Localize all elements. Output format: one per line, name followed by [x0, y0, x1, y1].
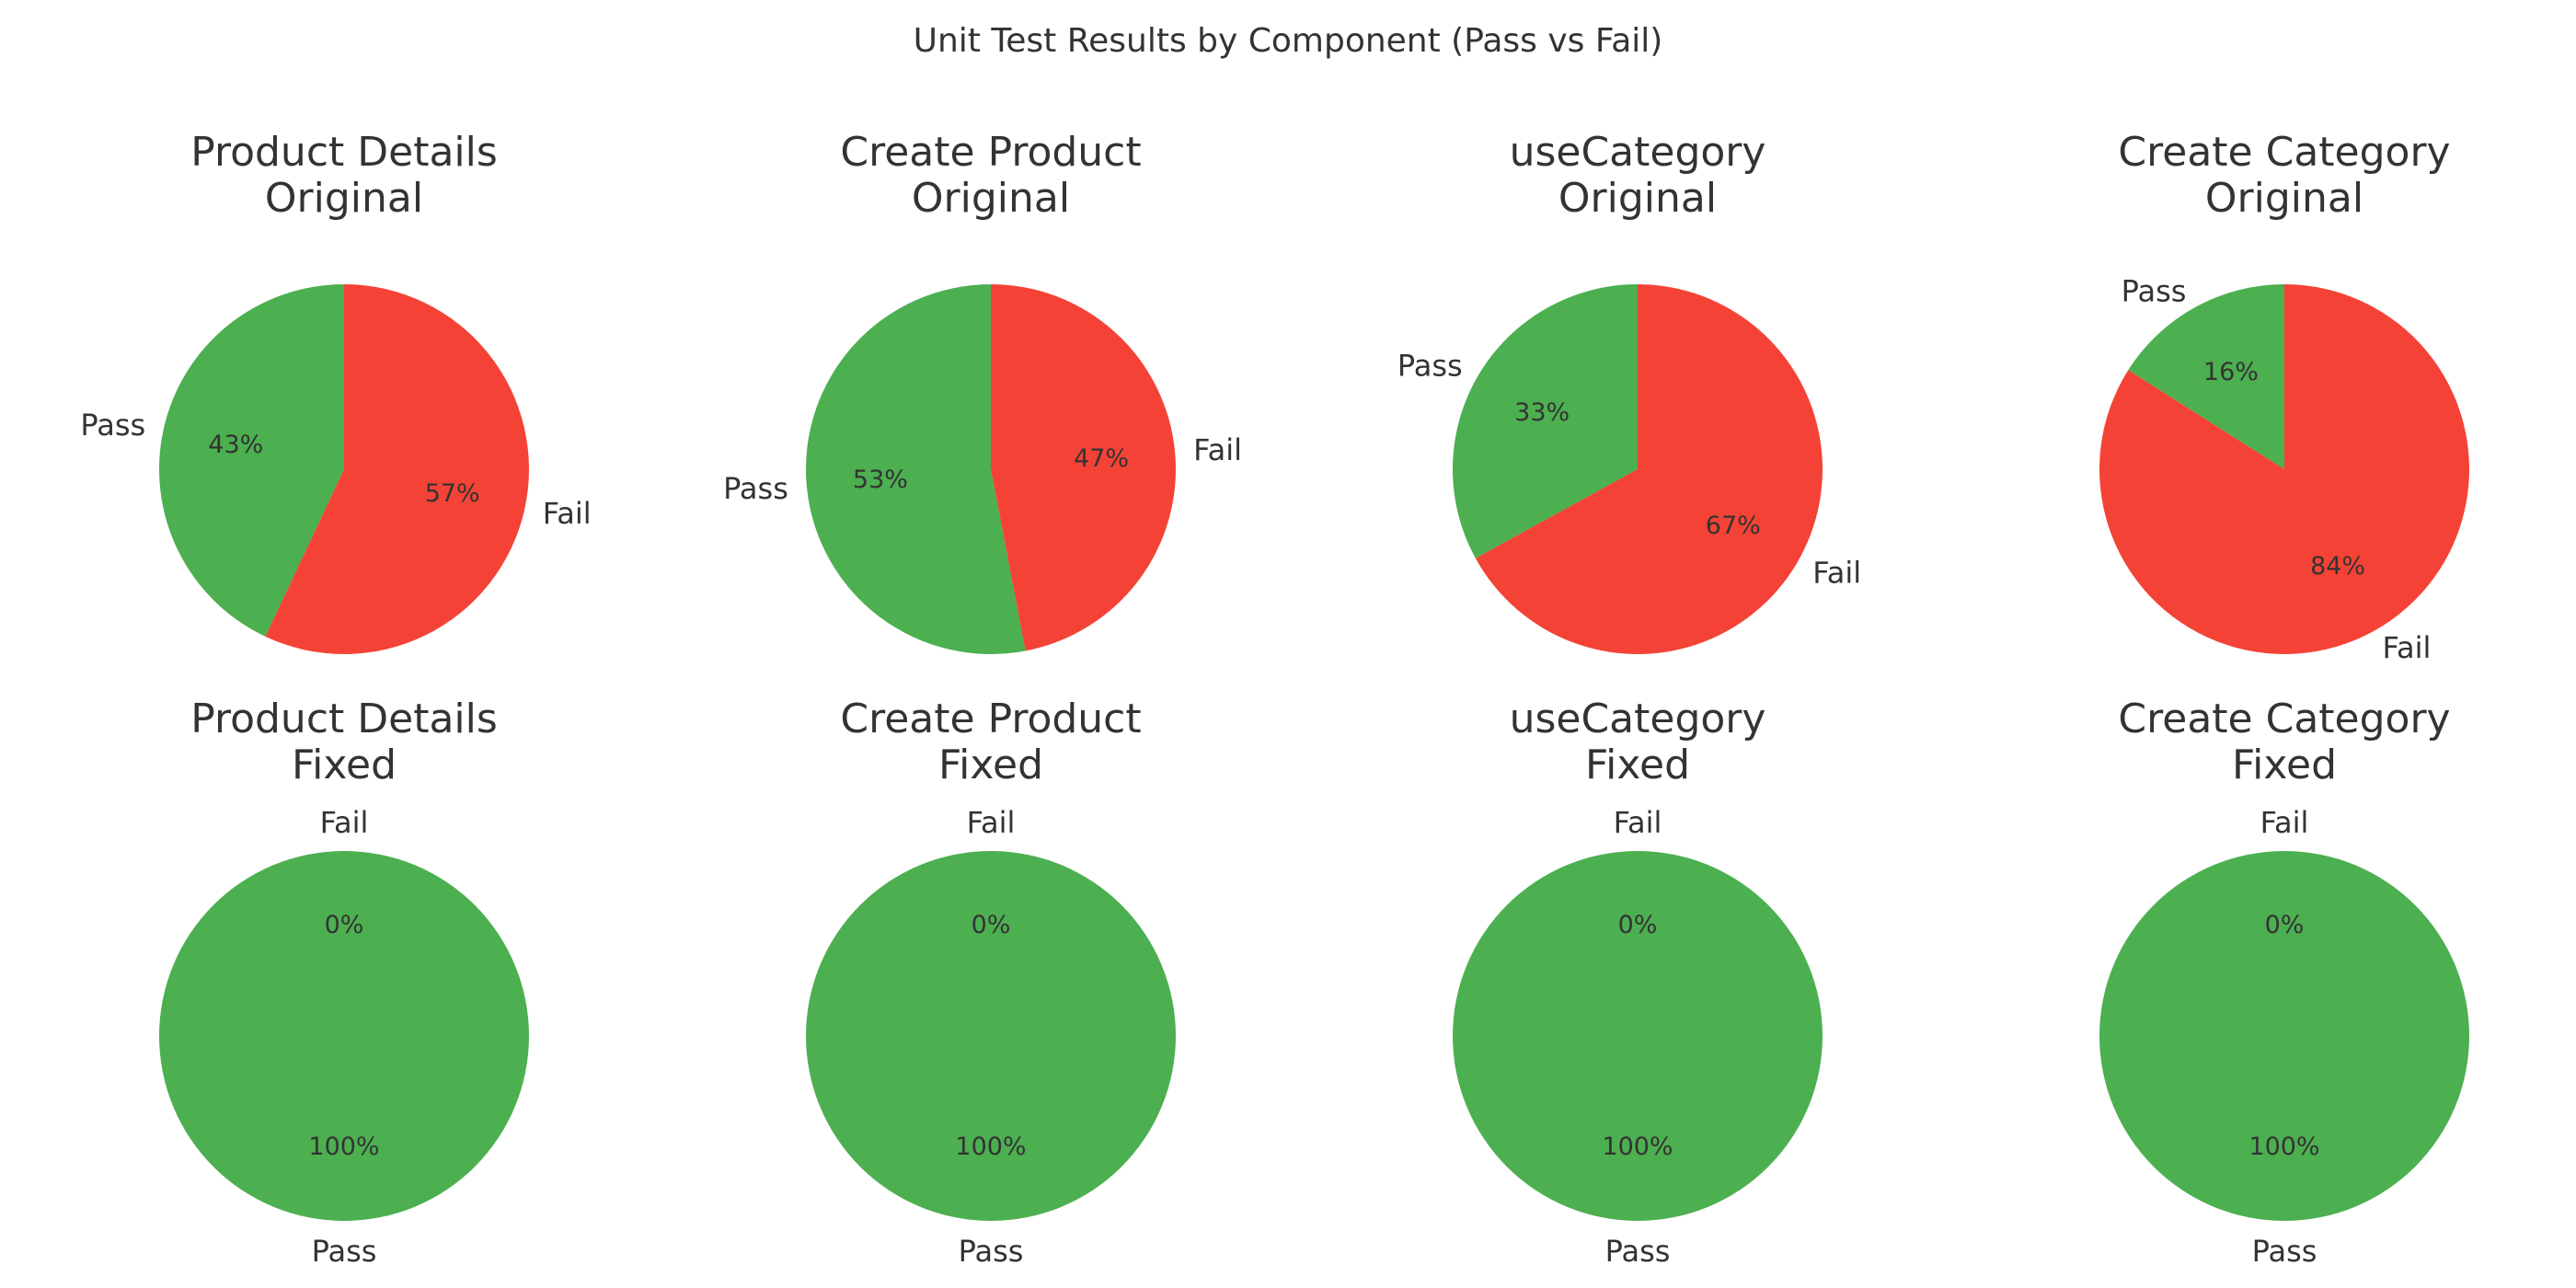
pie-title-create-category-fixed-line2: Fixed: [2232, 742, 2337, 788]
pie-slice-create-product-original-pass: [805, 284, 1026, 654]
slice-label-product-details-fixed-pass: Pass: [312, 1234, 377, 1269]
pie-title-product-details-fixed-line1: Product Details: [190, 696, 498, 742]
pie-slice-create-product-fixed-pass: [806, 851, 1176, 1221]
pct-label-create-product-fixed-fail: 0%: [972, 911, 1011, 939]
slice-label-product-details-original-pass: Pass: [80, 408, 145, 443]
pct-label-usecategory-fixed-fail: 0%: [1618, 911, 1658, 939]
pie-title-create-product-original-line1: Create Product: [840, 129, 1141, 176]
pie-title-create-product-fixed-line2: Fixed: [938, 742, 1043, 788]
pie-title-create-category-fixed-line1: Create Category: [2118, 696, 2450, 742]
pct-label-create-category-original-fail: 84%: [2310, 552, 2365, 581]
pct-label-create-product-original-pass: 53%: [853, 466, 908, 494]
slice-label-usecategory-original-fail: Fail: [1812, 556, 1861, 591]
pie-title-product-details-fixed-line2: Fixed: [292, 742, 397, 788]
pie-title-usecategory-original-line2: Original: [1558, 175, 1717, 222]
slice-label-create-product-original-fail: Fail: [1193, 432, 1242, 467]
pie-title-product-details-original-line1: Product Details: [190, 129, 498, 176]
pct-label-usecategory-fixed-pass: 100%: [1602, 1133, 1673, 1161]
slice-label-create-category-fixed-pass: Pass: [2252, 1234, 2317, 1269]
slice-label-create-category-fixed-fail: Fail: [2260, 805, 2309, 840]
pct-label-usecategory-original-pass: 33%: [1514, 398, 1570, 427]
slice-label-usecategory-original-pass: Pass: [1397, 348, 1463, 383]
pct-label-create-category-fixed-fail: 0%: [2265, 911, 2305, 939]
pie-slice-product-details-original-fail: [265, 284, 530, 654]
pie-slice-create-category-original-pass: [2128, 284, 2284, 469]
pie-grid: Product DetailsOriginalPass43%Fail57%Cre…: [80, 129, 2470, 1269]
pie-title-usecategory-fixed-line1: useCategory: [1510, 696, 1766, 742]
slice-label-product-details-original-fail: Fail: [543, 496, 592, 531]
slice-label-create-product-original-pass: Pass: [723, 471, 788, 506]
pct-label-usecategory-original-fail: 67%: [1706, 512, 1761, 540]
pie-slice-create-product-original-fail: [991, 284, 1176, 651]
pie-slice-create-category-original-fail: [2099, 284, 2470, 655]
pie-title-usecategory-original-line1: useCategory: [1510, 129, 1766, 176]
slice-label-usecategory-fixed-fail: Fail: [1614, 805, 1662, 840]
pct-label-create-category-original-pass: 16%: [2203, 358, 2259, 386]
slice-label-product-details-fixed-fail: Fail: [320, 805, 369, 840]
pie-title-usecategory-fixed-line2: Fixed: [1585, 742, 1690, 788]
pct-label-create-product-fixed-pass: 100%: [955, 1133, 1026, 1161]
slice-label-create-category-original-fail: Fail: [2383, 630, 2432, 665]
figure-title: Unit Test Results by Component (Pass vs …: [914, 22, 1663, 60]
pie-slice-product-details-fixed-pass: [159, 851, 529, 1221]
pct-label-create-product-original-fail: 47%: [1074, 444, 1129, 473]
pie-slice-usecategory-fixed-pass: [1453, 851, 1823, 1221]
pie-slice-usecategory-original-pass: [1452, 284, 1638, 558]
slice-label-create-category-original-pass: Pass: [2122, 273, 2187, 308]
pie-slice-usecategory-original-fail: [1475, 284, 1823, 654]
slice-label-create-product-fixed-pass: Pass: [959, 1234, 1024, 1269]
pie-title-product-details-original-line2: Original: [265, 175, 423, 222]
pie-slice-create-category-fixed-pass: [2099, 851, 2469, 1221]
slice-label-create-product-fixed-fail: Fail: [967, 805, 1016, 840]
pct-label-product-details-original-pass: 43%: [208, 431, 263, 459]
pct-label-create-category-fixed-pass: 100%: [2248, 1133, 2319, 1161]
pct-label-product-details-fixed-pass: 100%: [308, 1133, 379, 1161]
pie-slice-product-details-original-pass: [159, 284, 344, 637]
pie-title-create-product-original-line2: Original: [912, 175, 1070, 222]
pie-title-create-product-fixed-line1: Create Product: [840, 696, 1141, 742]
pct-label-product-details-fixed-fail: 0%: [325, 911, 364, 939]
pct-label-product-details-original-fail: 57%: [425, 479, 480, 508]
pie-title-create-category-original-line1: Create Category: [2118, 129, 2450, 176]
pie-title-create-category-original-line2: Original: [2205, 175, 2363, 222]
slice-label-usecategory-fixed-pass: Pass: [1605, 1234, 1671, 1269]
